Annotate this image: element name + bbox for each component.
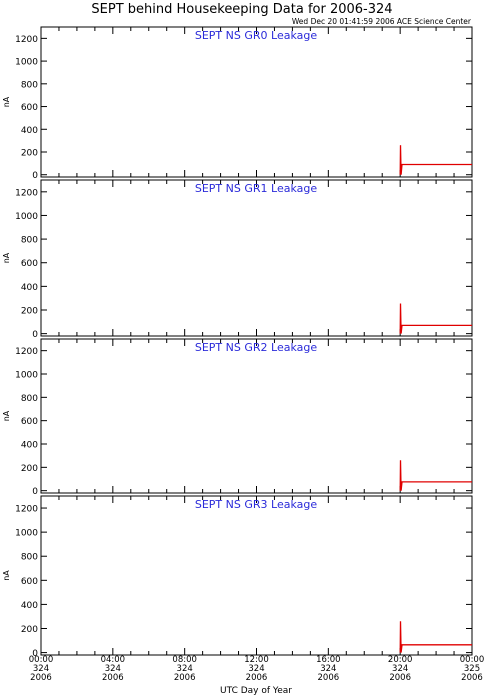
chart-panel-2: 0 200 400 600 800 1000 1200 nA SEPT NS GR2 Leaka… bbox=[2, 338, 473, 497]
leakage-series-line bbox=[399, 303, 472, 334]
x-tick-year: 2006 bbox=[246, 673, 268, 683]
y-tick-label: 200 bbox=[21, 464, 38, 474]
x-tick-time: 00:00 bbox=[460, 655, 485, 665]
x-tick-doy: 324 bbox=[33, 664, 49, 674]
y-tick-label: 600 bbox=[21, 259, 38, 269]
y-tick-label: 1200 bbox=[15, 188, 38, 198]
y-tick-label: 800 bbox=[21, 394, 38, 404]
x-tick-year: 2006 bbox=[174, 673, 196, 683]
y-tick-label: 1000 bbox=[15, 58, 38, 68]
y-tick-label: 400 bbox=[21, 283, 38, 293]
panel-frame bbox=[40, 179, 473, 337]
y-tick-label: 200 bbox=[21, 307, 38, 317]
x-tick-year: 2006 bbox=[389, 673, 411, 683]
timestamp-text: Wed Dec 20 01:41:59 2006 ACE Science Cen… bbox=[292, 17, 472, 26]
chart-panel-1: 0 200 400 600 800 1000 1200 nA SEPT NS GR1 Leaka… bbox=[2, 179, 473, 340]
leakage-series-line bbox=[399, 460, 472, 491]
y-tick-label: 400 bbox=[21, 441, 38, 451]
figure-title: SEPT behind Housekeeping Data for 2006-3… bbox=[91, 2, 392, 17]
y-tick-label: 0 bbox=[32, 330, 38, 340]
y-tick-label: 1000 bbox=[15, 212, 38, 222]
y-tick-label: 1200 bbox=[15, 347, 38, 357]
y-tick-label: 0 bbox=[32, 487, 38, 497]
y-tick-label: 800 bbox=[21, 236, 38, 246]
x-tick-time: 00:00 bbox=[29, 655, 54, 665]
y-axis-label: nA bbox=[2, 410, 11, 421]
chart-panel-0: 0 200 400 600 800 1000 1200 nA SEPT NS GR0 Leaka… bbox=[2, 26, 473, 181]
x-tick-time: 12:00 bbox=[244, 655, 269, 665]
y-axis-label: nA bbox=[2, 570, 11, 581]
x-tick-doy: 324 bbox=[392, 664, 408, 674]
x-tick-doy: 325 bbox=[464, 664, 480, 674]
plot-panels: 0 200 400 600 800 1000 1200 nA SEPT NS GR0 Leaka… bbox=[2, 26, 473, 659]
x-tick-year: 2006 bbox=[102, 673, 124, 683]
y-tick-label: 0 bbox=[32, 649, 38, 659]
y-tick-label: 600 bbox=[21, 577, 38, 587]
y-tick-label: 1200 bbox=[15, 35, 38, 45]
y-tick-label: 800 bbox=[21, 80, 38, 90]
x-tick-time: 16:00 bbox=[316, 655, 341, 665]
panel-frame bbox=[40, 338, 473, 494]
panel-title: SEPT NS GR0 Leakage bbox=[195, 29, 317, 42]
y-tick-label: 1200 bbox=[15, 505, 38, 515]
x-axis-label: UTC Day of Year bbox=[220, 686, 292, 696]
x-tick-time: 20:00 bbox=[388, 655, 413, 665]
leakage-series-line bbox=[399, 145, 472, 175]
panel-title: SEPT NS GR3 Leakage bbox=[195, 498, 317, 511]
x-tick-doy: 324 bbox=[177, 664, 193, 674]
panel-title: SEPT NS GR1 Leakage bbox=[195, 182, 317, 195]
y-tick-label: 400 bbox=[21, 126, 38, 136]
panel-title: SEPT NS GR2 Leakage bbox=[195, 341, 317, 354]
y-tick-label: 600 bbox=[21, 417, 38, 427]
x-tick-time: 08:00 bbox=[172, 655, 197, 665]
x-axis-tick-labels: 00:00324200604:00324200608:00324200612:0… bbox=[29, 655, 485, 683]
y-axis-label: nA bbox=[2, 252, 11, 263]
y-axis-label: nA bbox=[2, 96, 11, 107]
panel-frame bbox=[40, 495, 473, 656]
y-tick-label: 200 bbox=[21, 149, 38, 159]
y-tick-label: 0 bbox=[32, 171, 38, 181]
x-tick-doy: 324 bbox=[320, 664, 336, 674]
x-tick-year: 2006 bbox=[461, 673, 483, 683]
x-tick-doy: 324 bbox=[105, 664, 121, 674]
y-tick-label: 600 bbox=[21, 103, 38, 113]
chart-panel-3: 0 200 400 600 800 1000 1200 nA SEPT NS GR3 Leaka… bbox=[2, 495, 473, 659]
x-tick-doy: 324 bbox=[248, 664, 264, 674]
y-tick-label: 1000 bbox=[15, 371, 38, 381]
x-tick-time: 04:00 bbox=[101, 655, 126, 665]
y-tick-label: 1000 bbox=[15, 529, 38, 539]
leakage-series-line bbox=[399, 621, 472, 653]
x-tick-year: 2006 bbox=[30, 673, 52, 683]
y-tick-label: 400 bbox=[21, 601, 38, 611]
panel-frame bbox=[40, 26, 473, 178]
y-tick-label: 200 bbox=[21, 625, 38, 635]
x-tick-year: 2006 bbox=[318, 673, 340, 683]
y-tick-label: 800 bbox=[21, 553, 38, 563]
